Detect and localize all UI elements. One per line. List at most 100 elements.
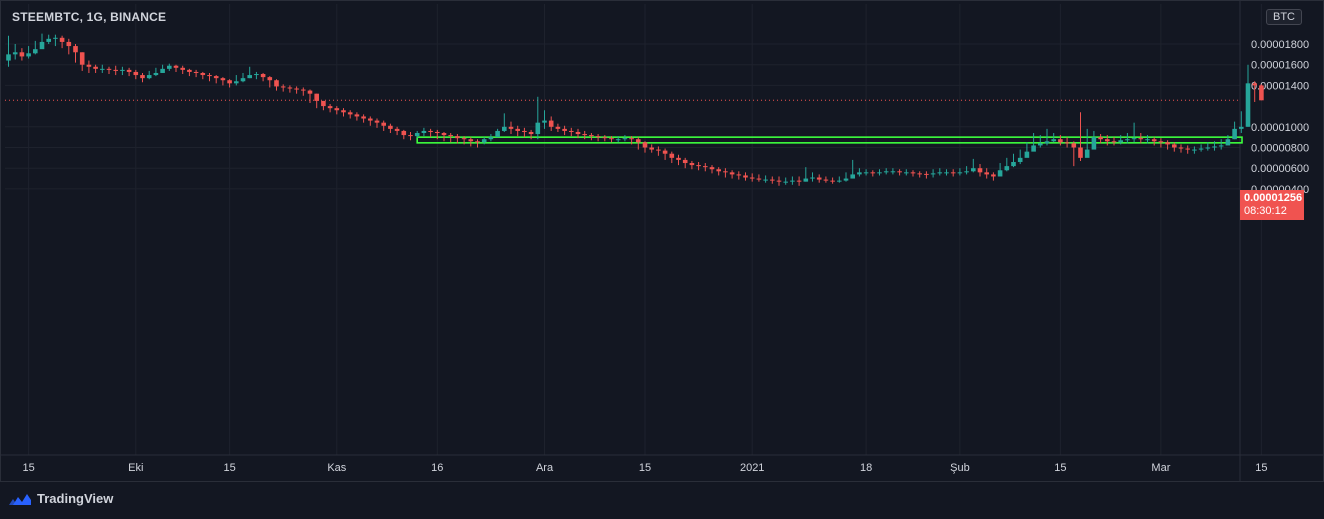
candle-body <box>716 169 721 172</box>
grid <box>5 4 1262 455</box>
candle-body <box>1252 83 1257 86</box>
x-tick-label: 2021 <box>740 462 764 474</box>
candle-body <box>341 110 346 113</box>
candle-body <box>1172 144 1177 148</box>
candle-body <box>414 133 420 137</box>
candle-body <box>146 75 152 79</box>
candle-body <box>1051 139 1056 142</box>
candles <box>6 33 1264 186</box>
candle-body <box>676 157 681 160</box>
y-tick-label: 0.00001600 <box>1251 60 1309 72</box>
candle-body <box>957 172 963 174</box>
candle-body <box>649 147 654 150</box>
candle-body <box>193 71 199 73</box>
candle-body <box>1225 139 1231 146</box>
candle-body <box>334 108 340 111</box>
candle-body <box>394 128 400 131</box>
candle-body <box>354 114 360 117</box>
candle-body <box>977 168 983 173</box>
candle-body <box>1058 139 1063 143</box>
currency-badge[interactable]: BTC <box>1266 9 1302 25</box>
candle-body <box>877 172 882 174</box>
candle-body <box>280 86 286 88</box>
candle-body <box>763 179 768 181</box>
candle-body <box>508 126 514 129</box>
candle-body <box>1245 83 1251 127</box>
candle-body <box>548 120 554 127</box>
candle-body <box>388 125 393 129</box>
candle-body <box>863 172 869 174</box>
candle-body <box>481 139 487 143</box>
candle-body <box>187 69 192 72</box>
candle-body <box>709 167 715 170</box>
candle-body <box>629 138 634 140</box>
candle-body <box>502 126 507 131</box>
candle-body <box>991 174 996 177</box>
candle-body <box>770 179 775 181</box>
candle-body <box>428 130 433 132</box>
candle-body <box>803 178 809 182</box>
candle-body <box>515 128 520 131</box>
candle-body <box>1098 137 1103 140</box>
candle-body <box>1118 140 1123 143</box>
candle-body <box>321 100 326 107</box>
candle-body <box>535 122 541 135</box>
x-tick-label: Mar <box>1151 462 1170 474</box>
candle-body <box>1178 147 1184 149</box>
x-tick-label: 15 <box>639 462 651 474</box>
candle-body <box>1259 85 1264 101</box>
candle-body <box>897 171 902 173</box>
candle-body <box>944 172 949 174</box>
candle-body <box>173 65 179 68</box>
candlestick-chart[interactable]: 0.00001800 0.00001600 0.00001400 0.00001000… <box>0 0 1324 482</box>
candle-body <box>1205 147 1211 149</box>
candle-body <box>220 78 226 81</box>
candle-body <box>1084 149 1090 158</box>
candle-body <box>723 171 728 173</box>
candle-body <box>33 49 38 54</box>
candle-body <box>602 137 608 139</box>
candle-body <box>167 65 172 69</box>
candle-body <box>816 177 822 180</box>
candle-body <box>904 172 909 174</box>
candle-body <box>26 53 31 57</box>
candle-body <box>743 175 748 178</box>
chart-frame[interactable] <box>0 0 1324 482</box>
candle-body <box>776 180 782 182</box>
candle-body <box>227 80 232 84</box>
candle-body <box>615 139 621 141</box>
candle-body <box>569 130 574 132</box>
candle-body <box>1239 126 1244 129</box>
candle-body <box>488 137 494 140</box>
candle-body <box>1192 149 1197 151</box>
x-tick-label: 15 <box>1255 462 1267 474</box>
y-tick-label: 0.00000600 <box>1251 163 1309 175</box>
symbol-title[interactable]: STEEMBTC, 1G, BINANCE <box>12 10 167 24</box>
candle-body <box>294 88 299 90</box>
candle-body <box>1078 147 1083 158</box>
candle-body <box>120 69 125 71</box>
candle-body <box>86 64 92 67</box>
tradingview-logo[interactable]: TradingView <box>8 491 113 506</box>
candle-body <box>1151 139 1157 142</box>
x-tick-label: Şub <box>950 462 970 474</box>
candle-body <box>971 168 976 172</box>
candle-body <box>6 54 11 61</box>
candle-body <box>79 52 85 65</box>
x-tick-label: 15 <box>1054 462 1066 474</box>
candle-body <box>736 174 742 176</box>
candle-body <box>662 150 668 154</box>
candle-body <box>930 173 936 175</box>
candle-body <box>823 179 829 181</box>
candle-body <box>837 180 842 182</box>
candle-body <box>441 133 447 136</box>
candle-body <box>153 72 159 76</box>
candle-body <box>455 136 460 139</box>
candle-body <box>582 134 587 136</box>
candle-body <box>374 120 380 123</box>
support-zone[interactable] <box>416 136 1243 144</box>
candle-body <box>113 69 118 71</box>
candle-body <box>59 37 65 42</box>
y-tick-label: 0.00001800 <box>1251 39 1309 51</box>
candle-body <box>39 41 45 50</box>
